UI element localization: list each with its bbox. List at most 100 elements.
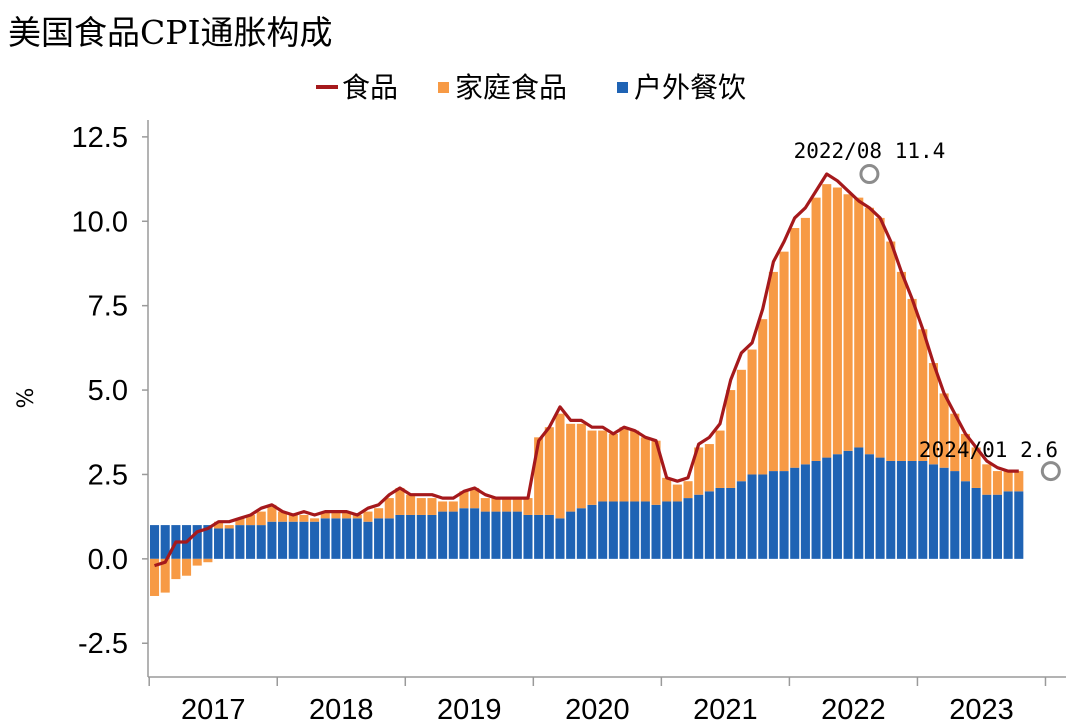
bar-home-food	[406, 494, 416, 515]
bar-home-food	[416, 498, 426, 515]
bar-home-food	[651, 440, 661, 505]
bar-home-food	[171, 558, 181, 580]
bar-home-food	[982, 464, 992, 495]
bar-away-food	[448, 511, 458, 559]
bar-home-food	[875, 217, 885, 458]
bar-away-food	[672, 501, 682, 559]
bar-away-food	[811, 460, 821, 559]
bar-away-food	[203, 525, 213, 559]
legend-swatch-away-food	[617, 82, 628, 93]
bar-away-food	[342, 518, 352, 559]
x-tick-label: 2020	[565, 694, 630, 726]
bar-home-food	[1003, 471, 1013, 492]
bar-home-food	[288, 514, 298, 522]
bar-away-food	[320, 518, 330, 559]
bar-away-food	[246, 525, 256, 559]
legend: 食品 家庭食品 户外餐饮	[316, 71, 746, 104]
x-tick-label: 2021	[693, 694, 758, 726]
bar-away-food	[427, 514, 437, 559]
bar-home-food	[694, 447, 704, 495]
y-tick-label: 12.5	[72, 122, 128, 154]
annotation-marker	[1040, 461, 1061, 482]
bar-away-food	[875, 457, 885, 559]
plot-area: 12.5 10.0 7.5 5.0 2.5 0.0 -2.5 2017 2018 2019 2020…	[72, 120, 1066, 726]
bar-away-food	[288, 521, 298, 559]
bar-home-food	[480, 498, 490, 512]
bar-away-food	[779, 471, 789, 559]
y-tick-label: 7.5	[88, 291, 128, 323]
bar-home-food	[150, 558, 160, 596]
bar-home-food	[491, 498, 501, 512]
bar-away-food	[523, 514, 533, 559]
bar-home-food	[192, 558, 202, 566]
bar-away-food	[854, 447, 864, 559]
annotation-label: 2022/08 11.4	[794, 139, 946, 163]
legend-item-home-food: 家庭食品	[438, 71, 567, 104]
bar-away-food	[534, 514, 544, 559]
bar-home-food	[224, 525, 234, 529]
bar-home-food	[246, 514, 256, 526]
bar-away-food	[374, 518, 384, 559]
bar-home-food	[566, 423, 576, 512]
bar-home-food	[598, 430, 608, 502]
bar-away-food	[491, 511, 501, 559]
x-tick-label: 2018	[309, 694, 374, 726]
bar-away-food	[384, 518, 394, 559]
bar-away-food	[480, 511, 490, 559]
bar-away-food	[982, 494, 992, 559]
bar-home-food	[576, 423, 586, 509]
legend-item-away-food: 户外餐饮	[617, 71, 746, 104]
bar-home-food	[214, 521, 224, 529]
bar-home-food	[928, 363, 938, 465]
bar-away-food	[726, 487, 736, 559]
bar-home-food	[683, 481, 693, 499]
bar-home-food	[352, 514, 362, 519]
bar-away-food	[278, 521, 288, 559]
x-tick-label: 2017	[181, 694, 246, 726]
bar-away-food	[715, 487, 725, 559]
bar-home-food	[299, 514, 309, 522]
bar-home-food	[768, 271, 778, 472]
bar-home-food	[886, 241, 896, 461]
bar-away-food	[502, 511, 512, 559]
bar-away-food	[960, 481, 970, 559]
bar-away-food	[470, 508, 480, 559]
bar-away-food	[843, 450, 853, 559]
bar-home-food	[203, 558, 213, 563]
bar-home-food	[182, 558, 192, 576]
bar-away-food	[459, 508, 469, 559]
bar-away-food	[694, 494, 704, 559]
bar-home-food	[640, 437, 650, 502]
bar-home-food	[896, 271, 906, 461]
bar-away-food	[192, 525, 202, 559]
legend-item-food: 食品	[316, 71, 398, 104]
bar-away-food	[928, 464, 938, 559]
bar-home-food	[779, 251, 789, 472]
bar-home-food	[427, 498, 437, 515]
bar-home-food	[256, 511, 266, 526]
bar-away-food	[150, 525, 160, 559]
bar-away-food	[299, 521, 309, 559]
legend-label-away-food: 户外餐饮	[634, 71, 746, 104]
bar-home-food	[342, 511, 352, 519]
bar-away-food	[310, 521, 320, 559]
bar-away-food	[736, 481, 746, 559]
y-tick-label: 10.0	[72, 206, 128, 238]
bar-home-food	[758, 319, 768, 475]
chart-title: 美国食品CPI通胀构成	[8, 13, 333, 52]
bar-home-food	[704, 444, 714, 492]
bar-away-food	[1014, 491, 1024, 559]
bar-away-food	[907, 460, 917, 559]
bar-home-food	[822, 184, 832, 458]
bar-away-food	[512, 511, 522, 559]
bar-home-food	[672, 484, 682, 502]
bar-away-food	[608, 501, 618, 559]
bar-away-food	[800, 464, 810, 559]
bar-away-food	[544, 514, 554, 559]
bar-home-food	[395, 487, 405, 515]
bar-away-food	[790, 467, 800, 559]
bar-away-food	[640, 501, 650, 559]
bar-away-food	[598, 501, 608, 559]
bar-home-food	[235, 518, 245, 526]
